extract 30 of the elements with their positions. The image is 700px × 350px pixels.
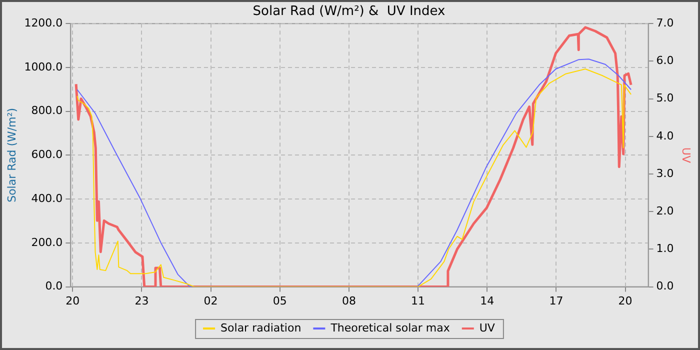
y-tick-label: 1000.0 bbox=[24, 60, 63, 74]
x-tick-label: 23 bbox=[134, 294, 149, 308]
y2-tick-label: 4.0 bbox=[656, 129, 674, 142]
x-tick-label: 20 bbox=[618, 294, 632, 308]
y-tick-label: 200.0 bbox=[31, 236, 63, 249]
y-tick-label: 400.0 bbox=[31, 192, 63, 205]
chart-title: Solar Rad (W/m²) & UV Index bbox=[252, 4, 446, 20]
y2-tick-label: 1.0 bbox=[656, 242, 674, 256]
x-tick-label: 17 bbox=[549, 294, 564, 308]
x-tick-label: 02 bbox=[204, 294, 218, 308]
y2-tick-label: 7.0 bbox=[656, 16, 674, 30]
y2-tick-label: 2.0 bbox=[656, 204, 674, 218]
y2-tick-label: 3.0 bbox=[656, 166, 674, 180]
x-tick-label: 20 bbox=[66, 294, 80, 308]
y2-tick-label: 6.0 bbox=[656, 54, 674, 68]
y-axis-title: Solar Rad (W/m²) bbox=[5, 108, 18, 202]
y2-tick-label: 0.0 bbox=[656, 280, 674, 293]
y-tick-label: 1200.0 bbox=[24, 16, 63, 30]
x-tick-label: 05 bbox=[272, 294, 287, 308]
x-tick-label: 11 bbox=[411, 294, 426, 308]
y-tick-label: 600.0 bbox=[31, 148, 63, 162]
y2-tick-label: 5.0 bbox=[656, 92, 674, 105]
legend-label: Theoretical solar max bbox=[330, 321, 450, 334]
x-tick-label: 08 bbox=[342, 294, 356, 308]
legend-label: UV bbox=[479, 321, 496, 334]
x-tick-label: 14 bbox=[480, 294, 494, 308]
legend-label: Solar radiation bbox=[220, 321, 302, 334]
y-tick-label: 800.0 bbox=[31, 104, 63, 118]
y2-axis-title: UV bbox=[680, 147, 693, 164]
y-tick-label: 0.0 bbox=[45, 280, 63, 293]
